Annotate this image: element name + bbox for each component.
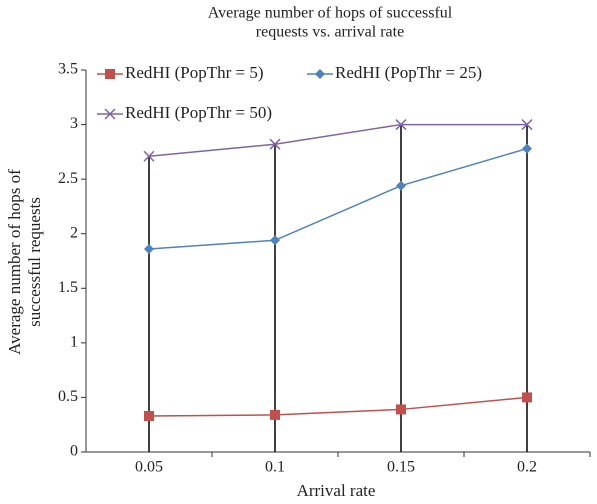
x-axis-label: Arrival rate xyxy=(297,481,376,500)
x-tick-label: 0.2 xyxy=(517,459,537,476)
y-tick-label: 3.5 xyxy=(58,61,78,78)
marker xyxy=(270,409,280,420)
x-tick-label: 0.15 xyxy=(387,459,415,476)
y-tick-label: 2 xyxy=(70,224,78,241)
marker xyxy=(104,108,116,120)
legend-label: RedHI (PopThr = 50) xyxy=(125,103,272,122)
y-tick-label: 1.5 xyxy=(58,279,78,296)
chart-title: Average number of hops of successful xyxy=(208,5,453,22)
marker xyxy=(521,119,533,131)
series-line xyxy=(148,396,528,417)
marker xyxy=(270,235,280,246)
x-tick-label: 0.1 xyxy=(265,459,285,476)
x-tick-label: 0.05 xyxy=(135,459,163,476)
y-tick-label: 0.5 xyxy=(58,388,78,405)
marker xyxy=(395,119,407,131)
marker xyxy=(522,392,532,403)
marker xyxy=(396,404,406,415)
marker xyxy=(396,180,406,191)
marker xyxy=(269,138,281,150)
legend-label: RedHI (PopThr = 25) xyxy=(335,63,482,82)
marker xyxy=(144,410,154,421)
marker xyxy=(144,243,154,254)
y-tick-label: 3 xyxy=(70,115,78,132)
chart-title: requests vs. arrival rate xyxy=(256,24,404,41)
y-tick-label: 2.5 xyxy=(58,170,78,187)
y-axis-label: Average number of hops of xyxy=(5,169,24,355)
series-line xyxy=(148,147,528,250)
legend-label: RedHI (PopThr = 5) xyxy=(125,63,263,82)
marker xyxy=(143,150,155,162)
marker xyxy=(105,69,115,79)
series-line xyxy=(148,123,527,157)
marker xyxy=(522,143,532,154)
y-axis-label: successful requests xyxy=(25,197,44,327)
y-tick-label: 0 xyxy=(70,443,78,460)
marker xyxy=(315,69,325,79)
y-tick-label: 1 xyxy=(70,334,78,351)
